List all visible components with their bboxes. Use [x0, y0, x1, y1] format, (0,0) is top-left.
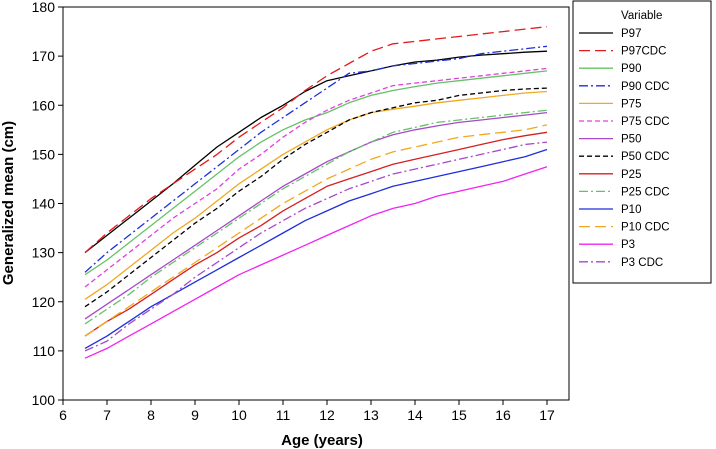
- x-tick-label: 14: [407, 407, 423, 423]
- legend-label: P50: [621, 134, 641, 146]
- series-line-p10: [84, 148, 548, 349]
- y-tick-label: 150: [32, 146, 56, 162]
- y-axis: 100 110 120 130 140 150 160 170 180: [32, 0, 63, 408]
- y-tick-label: 120: [32, 294, 56, 310]
- legend-label: P3: [621, 239, 635, 251]
- x-tick-label: 16: [495, 407, 511, 423]
- series-line-p50-cdc: [84, 87, 548, 308]
- x-tick-label: 15: [451, 407, 467, 423]
- x-tick-label: 7: [103, 407, 111, 423]
- series-line-p97: [84, 50, 548, 254]
- x-tick-label: 9: [191, 407, 199, 423]
- y-tick-label: 140: [32, 196, 56, 212]
- legend-label: P97: [621, 28, 641, 40]
- legend-label: P75 CDC: [621, 116, 670, 128]
- legend-box: [572, 0, 712, 284]
- y-tick-label: 160: [32, 97, 56, 113]
- x-tick-label: 11: [276, 407, 291, 423]
- y-tick-label: 100: [32, 392, 56, 408]
- x-axis-title: Age (years): [281, 432, 363, 449]
- y-tick-label: 180: [32, 0, 56, 15]
- legend-title: Variable: [621, 10, 662, 22]
- legend-label: P75: [621, 98, 641, 110]
- legend-label: P10: [621, 204, 641, 216]
- legend-label: P25 CDC: [621, 186, 670, 198]
- x-tick-label: 8: [147, 407, 155, 423]
- legend-label: P97CDC: [621, 46, 666, 58]
- series-line-p75-cdc: [84, 67, 548, 288]
- series-line-p75: [84, 90, 548, 300]
- series-line-p97cdc: [84, 26, 548, 254]
- legend-label: P90 CDC: [621, 81, 670, 93]
- y-axis-title: Generalized mean (cm): [0, 121, 17, 285]
- legend-label: P25: [621, 169, 641, 181]
- x-tick-label: 12: [319, 407, 335, 423]
- series-line-p10-cdc: [84, 124, 548, 337]
- x-tick-label: 13: [363, 407, 379, 423]
- series-lines: [84, 26, 548, 359]
- series-line-p25-cdc: [84, 109, 548, 325]
- legend: Variable P97 P97CDC P90 P90 CDC P75 P75 CDC P5…: [572, 0, 712, 284]
- x-tick-label: 17: [539, 407, 555, 423]
- legend-label: P3 CDC: [621, 257, 663, 269]
- x-tick-label: 6: [59, 407, 67, 423]
- series-line-p90-cdc: [84, 45, 548, 273]
- y-tick-label: 130: [32, 245, 56, 261]
- x-tick-label: 10: [231, 407, 247, 423]
- series-line-p25: [84, 131, 548, 337]
- y-tick-label: 110: [33, 343, 56, 359]
- y-tick-label: 170: [32, 48, 56, 64]
- x-axis: 6 7 8 9 10 11 12 13 14 15 16 17: [59, 400, 555, 423]
- legend-label: P50 CDC: [621, 151, 670, 163]
- series-line-p90: [84, 70, 548, 276]
- series-line-p3: [84, 166, 548, 359]
- legend-label: P10 CDC: [621, 222, 670, 234]
- series-line-p3-cdc: [84, 141, 548, 352]
- series-line-p50: [84, 111, 548, 320]
- legend-label: P90: [621, 63, 641, 75]
